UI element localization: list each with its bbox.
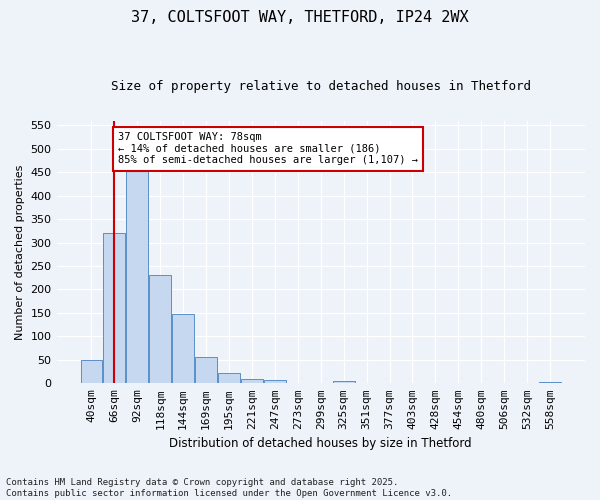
Bar — [539, 382, 561, 384]
Title: Size of property relative to detached houses in Thetford: Size of property relative to detached ho… — [111, 80, 531, 93]
X-axis label: Distribution of detached houses by size in Thetford: Distribution of detached houses by size … — [169, 437, 472, 450]
Y-axis label: Number of detached properties: Number of detached properties — [15, 164, 25, 340]
Bar — [195, 358, 217, 384]
Bar — [127, 170, 148, 384]
Text: 37 COLTSFOOT WAY: 78sqm
← 14% of detached houses are smaller (186)
85% of semi-d: 37 COLTSFOOT WAY: 78sqm ← 14% of detache… — [118, 132, 418, 166]
Bar — [103, 233, 125, 384]
Bar — [172, 314, 194, 384]
Bar — [149, 276, 171, 384]
Bar — [218, 373, 240, 384]
Text: Contains HM Land Registry data © Crown copyright and database right 2025.
Contai: Contains HM Land Registry data © Crown c… — [6, 478, 452, 498]
Bar — [241, 378, 263, 384]
Bar — [264, 380, 286, 384]
Bar — [80, 360, 103, 384]
Bar — [333, 381, 355, 384]
Text: 37, COLTSFOOT WAY, THETFORD, IP24 2WX: 37, COLTSFOOT WAY, THETFORD, IP24 2WX — [131, 10, 469, 25]
